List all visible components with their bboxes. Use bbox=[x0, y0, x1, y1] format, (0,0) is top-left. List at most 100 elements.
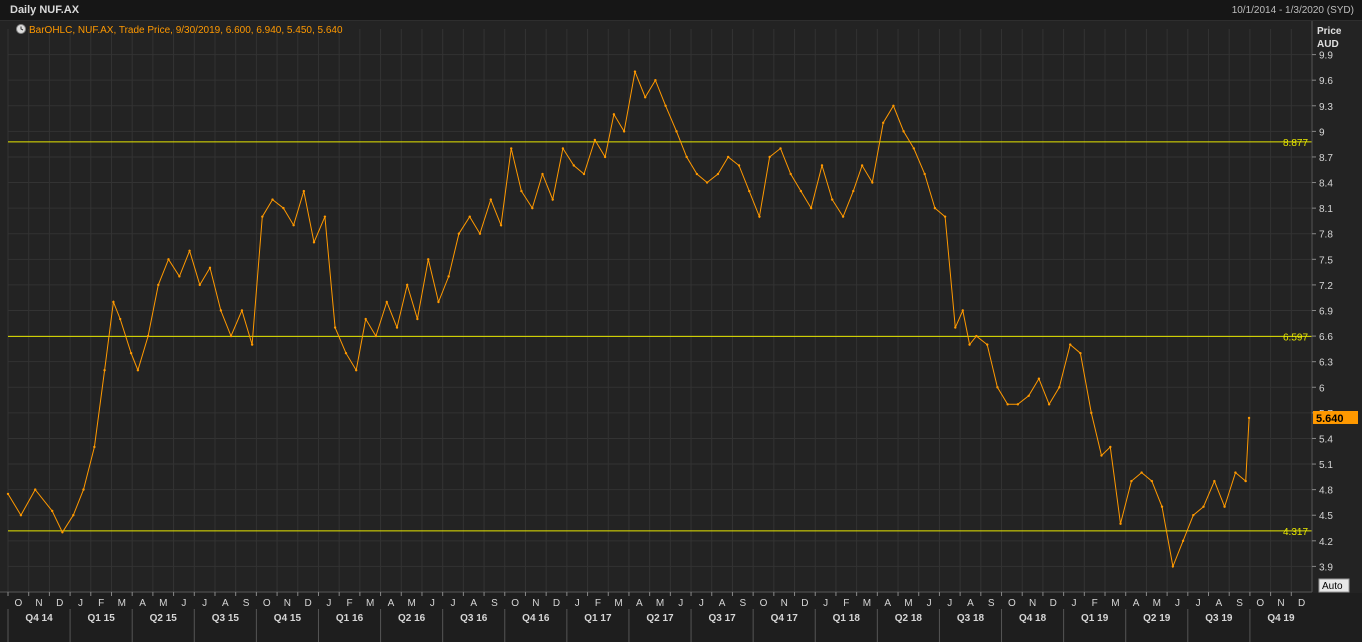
price-point bbox=[240, 309, 244, 312]
date-range-label[interactable]: 10/1/2014 - 1/3/2020 (SYD) bbox=[1231, 5, 1354, 16]
plot-background bbox=[0, 21, 1362, 642]
price-point bbox=[457, 232, 461, 235]
x-month-label: M bbox=[656, 598, 664, 609]
grid bbox=[7, 29, 1312, 592]
y-tick-label: 5.4 bbox=[1319, 434, 1333, 445]
x-quarter-label: Q1 18 bbox=[833, 613, 861, 624]
x-month-label: J bbox=[699, 598, 704, 609]
y-tick-label: 9 bbox=[1319, 127, 1325, 138]
price-point bbox=[1090, 411, 1093, 415]
price-point bbox=[1244, 479, 1247, 483]
price-point bbox=[809, 206, 813, 210]
price-point bbox=[364, 317, 367, 321]
price-point bbox=[582, 172, 586, 176]
price-point bbox=[333, 326, 337, 329]
price-point bbox=[768, 155, 771, 159]
x-month-label: D bbox=[56, 598, 63, 609]
x-month-label: A bbox=[139, 598, 146, 609]
x-quarter-label: Q4 18 bbox=[1019, 613, 1047, 624]
y-tick-label: 6.6 bbox=[1319, 332, 1333, 343]
price-point bbox=[292, 223, 295, 227]
price-point bbox=[820, 164, 824, 167]
price-point bbox=[499, 223, 503, 227]
x-month-label: D bbox=[801, 598, 808, 609]
x-quarter-label: Q4 17 bbox=[771, 613, 799, 624]
price-point bbox=[405, 283, 409, 287]
price-point bbox=[622, 130, 626, 133]
price-point bbox=[1140, 471, 1143, 474]
price-point bbox=[968, 343, 971, 346]
price-point bbox=[675, 130, 678, 133]
price-point bbox=[1171, 565, 1175, 568]
x-month-label: M bbox=[159, 598, 167, 609]
price-point bbox=[1069, 343, 1072, 346]
price-point bbox=[664, 104, 667, 107]
price-point bbox=[1130, 479, 1133, 483]
price-point bbox=[129, 351, 133, 355]
price-point bbox=[302, 189, 306, 193]
price-point bbox=[1150, 479, 1154, 483]
x-month-label: J bbox=[181, 598, 186, 609]
price-point bbox=[354, 369, 358, 372]
x-quarter-label: Q2 17 bbox=[646, 613, 674, 624]
price-point bbox=[323, 215, 327, 218]
price-point bbox=[799, 189, 803, 193]
x-quarter-label: Q1 16 bbox=[336, 613, 364, 624]
y-tick-label: 4.8 bbox=[1319, 486, 1333, 497]
y-tick-label: 7.2 bbox=[1319, 281, 1333, 292]
x-quarter-label: Q3 17 bbox=[708, 613, 736, 624]
price-point bbox=[1213, 479, 1216, 483]
price-point bbox=[716, 172, 720, 176]
price-point bbox=[1079, 351, 1082, 355]
x-month-label: A bbox=[470, 598, 477, 609]
price-point bbox=[250, 343, 254, 346]
y-tick-label: 9.9 bbox=[1319, 51, 1333, 62]
x-quarter-label: Q1 17 bbox=[584, 613, 612, 624]
last-price-label: 5.640 bbox=[1316, 413, 1344, 425]
price-point bbox=[312, 241, 316, 244]
x-month-label: M bbox=[118, 598, 126, 609]
price-point bbox=[72, 514, 75, 517]
price-point bbox=[572, 164, 575, 167]
x-month-label: A bbox=[884, 598, 891, 609]
price-point bbox=[167, 258, 170, 261]
price-point bbox=[437, 300, 440, 304]
x-month-label: S bbox=[1236, 598, 1243, 609]
price-point bbox=[881, 121, 885, 125]
price-point bbox=[1109, 445, 1112, 449]
auto-scale-button[interactable]: Auto bbox=[1318, 578, 1350, 593]
x-month-label: M bbox=[366, 598, 374, 609]
price-point bbox=[633, 70, 637, 73]
price-point bbox=[779, 147, 782, 150]
price-point bbox=[82, 488, 85, 491]
price-point bbox=[943, 215, 947, 218]
price-point bbox=[103, 369, 106, 372]
price-point bbox=[489, 198, 493, 201]
x-month-label: J bbox=[451, 598, 456, 609]
price-point bbox=[229, 334, 233, 338]
price-point bbox=[188, 249, 191, 252]
price-point bbox=[871, 181, 874, 184]
price-point bbox=[510, 147, 513, 150]
price-point bbox=[643, 96, 647, 99]
price-point bbox=[933, 206, 937, 210]
x-month-label: F bbox=[346, 598, 352, 609]
x-month-label: J bbox=[947, 598, 952, 609]
price-point bbox=[6, 492, 10, 496]
x-month-label: N bbox=[532, 598, 539, 609]
title-bar: Daily NUF.AX 10/1/2014 - 1/3/2020 (SYD) bbox=[0, 0, 1362, 21]
x-month-label: F bbox=[595, 598, 601, 609]
price-point bbox=[520, 189, 523, 193]
x-quarter-label: Q3 18 bbox=[957, 613, 985, 624]
price-point bbox=[758, 215, 761, 218]
price-point bbox=[385, 300, 388, 304]
auto-button-bg[interactable] bbox=[1318, 578, 1350, 593]
x-month-label: J bbox=[678, 598, 683, 609]
x-month-label: S bbox=[243, 598, 250, 609]
x-month-label: D bbox=[553, 598, 560, 609]
x-month-label: J bbox=[927, 598, 932, 609]
x-month-label: M bbox=[904, 598, 912, 609]
auto-button-label[interactable]: Auto bbox=[1322, 581, 1343, 592]
x-month-label: N bbox=[284, 598, 291, 609]
price-point bbox=[789, 172, 792, 176]
